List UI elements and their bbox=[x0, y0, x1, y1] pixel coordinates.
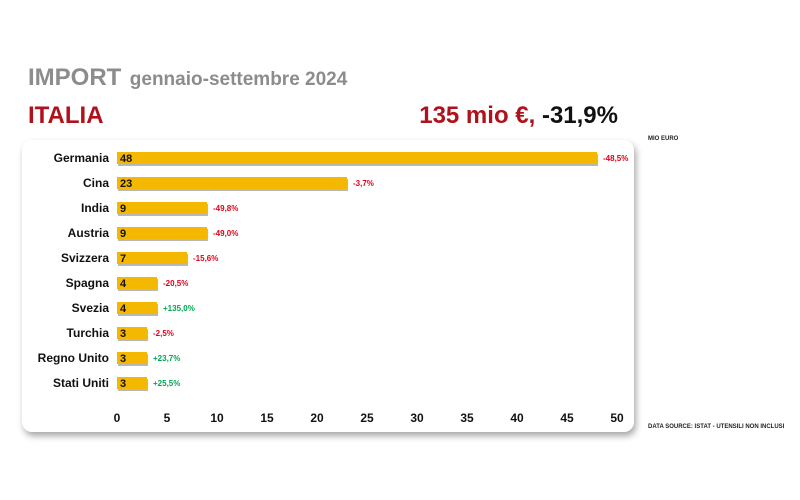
headline-total: 135 mio €, -31,9% bbox=[419, 102, 618, 130]
change-label: -48,5% bbox=[603, 154, 628, 163]
bar-value-label: 9 bbox=[120, 203, 126, 215]
bar bbox=[117, 377, 147, 389]
bar-value-label: 4 bbox=[120, 303, 127, 315]
title-period: gennaio-settembre 2024 bbox=[129, 69, 348, 90]
bar-value-label: 9 bbox=[120, 228, 126, 240]
bar-value-label: 7 bbox=[120, 253, 126, 265]
category-label: India bbox=[81, 201, 109, 215]
x-tick-label: 10 bbox=[210, 411, 224, 425]
category-label: Regno Unito bbox=[38, 351, 109, 365]
x-tick-label: 35 bbox=[460, 411, 474, 425]
data-source-note: DATA SOURCE: ISTAT - UTENSILI NON INCLUS… bbox=[648, 424, 785, 430]
x-tick-label: 0 bbox=[114, 411, 121, 425]
change-label: -3,7% bbox=[353, 179, 374, 188]
chart-title: IMPORT gennaio-settembre 2024 bbox=[28, 64, 347, 92]
change-label: +25,5% bbox=[153, 379, 180, 388]
bar bbox=[117, 227, 207, 239]
bar bbox=[117, 202, 207, 214]
bar-value-label: 3 bbox=[120, 378, 126, 390]
x-tick-label: 15 bbox=[260, 411, 274, 425]
category-label: Turchia bbox=[67, 326, 110, 340]
bar bbox=[117, 252, 187, 264]
total-value: 135 mio €, bbox=[419, 102, 536, 129]
total-change: -31,9% bbox=[541, 102, 618, 129]
category-label: Svezia bbox=[72, 301, 110, 315]
bar-value-label: 3 bbox=[120, 328, 126, 340]
bar-value-label: 4 bbox=[120, 278, 127, 290]
unit-label: MIO EURO bbox=[648, 136, 679, 142]
change-label: -49,8% bbox=[213, 204, 238, 213]
change-label: -2,5% bbox=[153, 329, 174, 338]
bar-value-label: 23 bbox=[120, 178, 132, 190]
x-tick-label: 50 bbox=[610, 411, 624, 425]
change-label: -20,5% bbox=[163, 279, 188, 288]
title-main: IMPORT bbox=[28, 64, 122, 91]
bar bbox=[117, 152, 597, 164]
change-label: -49,0% bbox=[213, 229, 238, 238]
x-tick-label: 20 bbox=[310, 411, 324, 425]
country-label: ITALIA bbox=[28, 102, 104, 129]
category-label: Cina bbox=[83, 176, 109, 190]
x-tick-label: 30 bbox=[410, 411, 424, 425]
category-label: Spagna bbox=[66, 276, 110, 290]
x-tick-label: 45 bbox=[560, 411, 574, 425]
x-tick-label: 40 bbox=[510, 411, 524, 425]
category-label: Austria bbox=[68, 226, 110, 240]
bar bbox=[117, 302, 157, 314]
category-label: Svizzera bbox=[61, 251, 109, 265]
bar bbox=[117, 352, 147, 364]
bar-value-label: 48 bbox=[120, 153, 132, 165]
bar-value-label: 3 bbox=[120, 353, 126, 365]
change-label: +23,7% bbox=[153, 354, 180, 363]
x-tick-label: 25 bbox=[360, 411, 374, 425]
bar bbox=[117, 327, 147, 339]
bar bbox=[117, 277, 157, 289]
change-label: -15,6% bbox=[193, 254, 218, 263]
bar bbox=[117, 177, 347, 189]
category-label: Germania bbox=[54, 151, 110, 165]
x-tick-label: 5 bbox=[164, 411, 171, 425]
bar-chart: Germania 48 -48,5% Cina 23 -3,7% India 9 -49,8% A… bbox=[38, 151, 629, 425]
category-label: Stati Uniti bbox=[53, 376, 109, 390]
change-label: +135,0% bbox=[163, 304, 195, 313]
chart-panel: Germania 48 -48,5% Cina 23 -3,7% India 9 -49,8% A… bbox=[22, 140, 634, 432]
